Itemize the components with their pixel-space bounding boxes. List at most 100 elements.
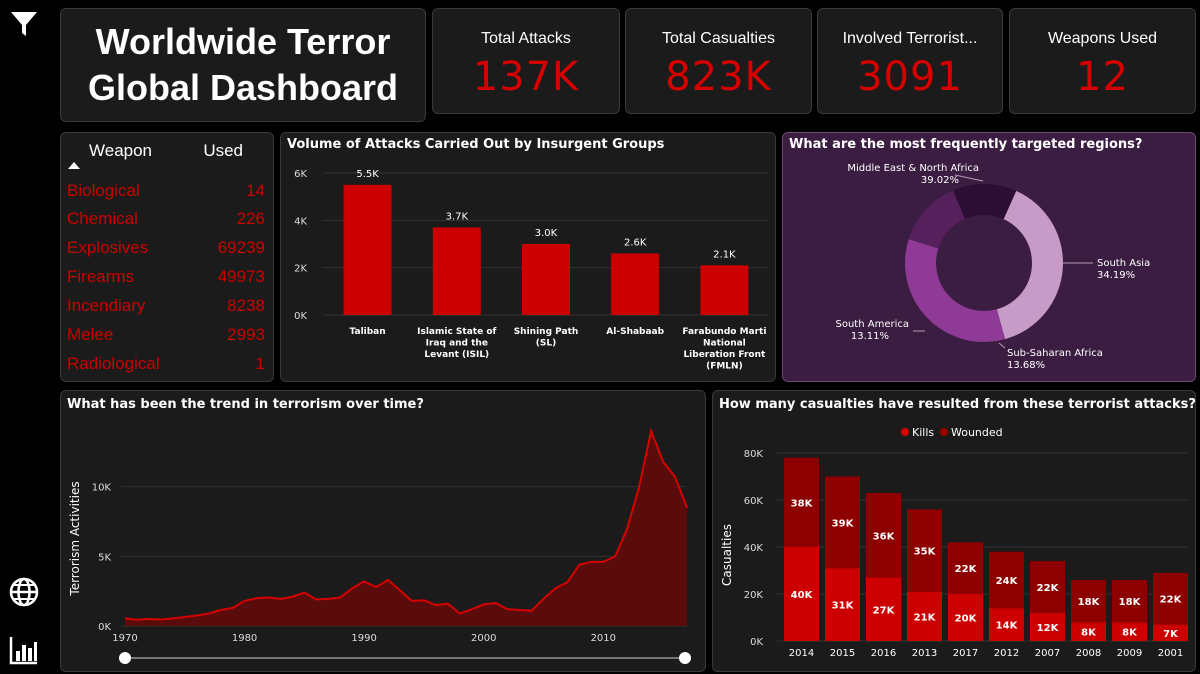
legend-marker-kills	[901, 428, 909, 436]
x-tick-label: 2007	[1035, 648, 1060, 659]
column-header-used[interactable]: Used	[203, 141, 243, 160]
kpi-label: Total Casualties	[662, 30, 775, 47]
weapon-used: 2993	[227, 325, 265, 344]
kpi-total-attacks[interactable]: Total Attacks 137K	[432, 8, 620, 114]
data-label: 22K	[1037, 583, 1060, 594]
bar	[432, 227, 481, 315]
slice-pct: 13.68%	[1007, 360, 1045, 371]
y-tick-label: 4K	[294, 216, 307, 227]
data-label: 31K	[832, 601, 855, 612]
table-row[interactable]: Firearms 49973	[61, 267, 273, 296]
y-tick-label: 0K	[98, 622, 111, 633]
data-label: 2.6K	[624, 237, 647, 248]
data-label: 8K	[1122, 628, 1138, 639]
x-tick-label: 2016	[871, 648, 896, 659]
dashboard-title: Worldwide Terror Global Dashboard	[88, 19, 398, 111]
x-tick-label: Taliban	[350, 327, 386, 337]
kpi-label: Weapons Used	[1047, 30, 1158, 47]
insurgent-groups-chart-panel: Volume of Attacks Carried Out by Insurge…	[280, 132, 776, 382]
data-label: 27K	[873, 605, 896, 616]
x-tick-label: 1970	[112, 633, 137, 644]
table-row[interactable]: Radiological 1	[61, 354, 273, 383]
slider-handle-start[interactable]	[119, 652, 131, 664]
x-tick-label: 1980	[232, 633, 257, 644]
slice-label: South America	[836, 319, 910, 330]
data-label: 3.7K	[446, 211, 469, 222]
weapon-name: Melee	[67, 325, 114, 344]
x-tick-label: Farabundo Marti National Liberation Front(…	[682, 327, 766, 372]
leader-line	[998, 342, 1006, 349]
bar-wounded	[1153, 572, 1188, 625]
bar-wounded	[1071, 579, 1106, 623]
bar-kills	[866, 577, 901, 641]
title-line-1: Worldwide Terror	[95, 21, 391, 62]
bar-wounded	[989, 551, 1024, 609]
regions-donut-panel: What are the most frequently targeted re…	[782, 132, 1196, 382]
weapon-name: Biological	[67, 181, 140, 200]
x-tick-label: 2009	[1117, 648, 1142, 659]
kpi-total-casualties[interactable]: Total Casualties 823K	[625, 8, 812, 114]
weapons-table: Weapon Used Biological 14 Chemical 226 Exp…	[60, 132, 274, 382]
weapon-used: 226	[236, 209, 265, 228]
table-row[interactable]: Melee 2993	[61, 325, 273, 354]
donut-slice	[905, 239, 1006, 342]
data-label: 22K	[1160, 595, 1183, 606]
bar-wounded	[907, 509, 942, 592]
y-tick-label: 80K	[744, 449, 764, 460]
x-tick-label: 2001	[1158, 648, 1183, 659]
weapon-name: Explosives	[67, 238, 149, 257]
area-fill	[125, 431, 687, 626]
trend-chart-panel: What has been the trend in terrorism ove…	[60, 390, 706, 672]
bar	[700, 265, 749, 315]
kpi-weapons-used[interactable]: Weapons Used 12	[1009, 8, 1196, 114]
kpi-label: Total Attacks	[481, 30, 571, 47]
slider-handle-end[interactable]	[679, 652, 691, 664]
y-axis-label: Terrorism Activities	[68, 481, 82, 596]
data-label: 2.1K	[713, 249, 736, 260]
globe-icon[interactable]	[8, 576, 40, 608]
chart-title: How many casualties have resulted from t…	[719, 397, 1196, 412]
slice-pct: 39.02%	[921, 175, 959, 186]
weapon-name: Firearms	[67, 267, 135, 286]
kpi-involved-terrorists[interactable]: Involved Terrorist... 3091	[817, 8, 1003, 114]
bar-wounded	[784, 457, 819, 547]
data-label: 18K	[1119, 597, 1142, 608]
weapon-used: 8238	[227, 296, 265, 315]
kpi-value: 137K	[472, 54, 580, 100]
weapon-used: 1	[255, 354, 265, 373]
bar-kills	[1153, 624, 1188, 641]
slice-label: Sub-Saharan Africa	[1007, 348, 1103, 359]
trend-area-chart: 0K 5K 10K 1970 1980 1990 2000 2010 Terrorism Act…	[68, 427, 691, 664]
table-row[interactable]: Explosives 69239	[61, 238, 273, 267]
sort-ascending-icon[interactable]	[68, 162, 80, 169]
bar-kills	[1030, 612, 1065, 641]
table-row[interactable]: Incendiary 8238	[61, 296, 273, 325]
donut-slice	[908, 190, 966, 249]
x-tick-label: 2008	[1076, 648, 1101, 659]
legend-marker-wounded	[940, 428, 948, 436]
x-tick-label: 1990	[351, 633, 376, 644]
y-tick-label: 6K	[294, 169, 307, 180]
x-tick-label: 2013	[912, 648, 937, 659]
data-label: 18K	[1078, 597, 1101, 608]
bar-chart-icon[interactable]	[8, 634, 40, 666]
trend-line	[124, 427, 688, 621]
filter-icon[interactable]	[8, 8, 40, 40]
chart-title: What has been the trend in terrorism ove…	[67, 397, 424, 412]
y-tick-label: 0K	[750, 637, 763, 648]
y-tick-label: 40K	[744, 543, 764, 554]
slice-label: South Asia	[1097, 258, 1150, 269]
x-tick-label: Al-Shabaab	[606, 327, 664, 337]
data-label: 35K	[914, 547, 937, 558]
table-row[interactable]: Chemical 226	[61, 209, 273, 238]
column-header-weapon[interactable]: Weapon	[89, 141, 153, 160]
data-label: 22K	[955, 564, 978, 575]
x-tick-label: 2000	[471, 633, 496, 644]
bar-wounded	[1030, 561, 1065, 613]
x-tick-label: 2017	[953, 648, 978, 659]
bar-kills	[1071, 622, 1106, 641]
weapon-used: 14	[246, 181, 265, 200]
x-tick-label: Islamic State of Iraq and the Levant (ISIL…	[417, 327, 496, 360]
table-row[interactable]: Biological 14	[61, 181, 273, 210]
